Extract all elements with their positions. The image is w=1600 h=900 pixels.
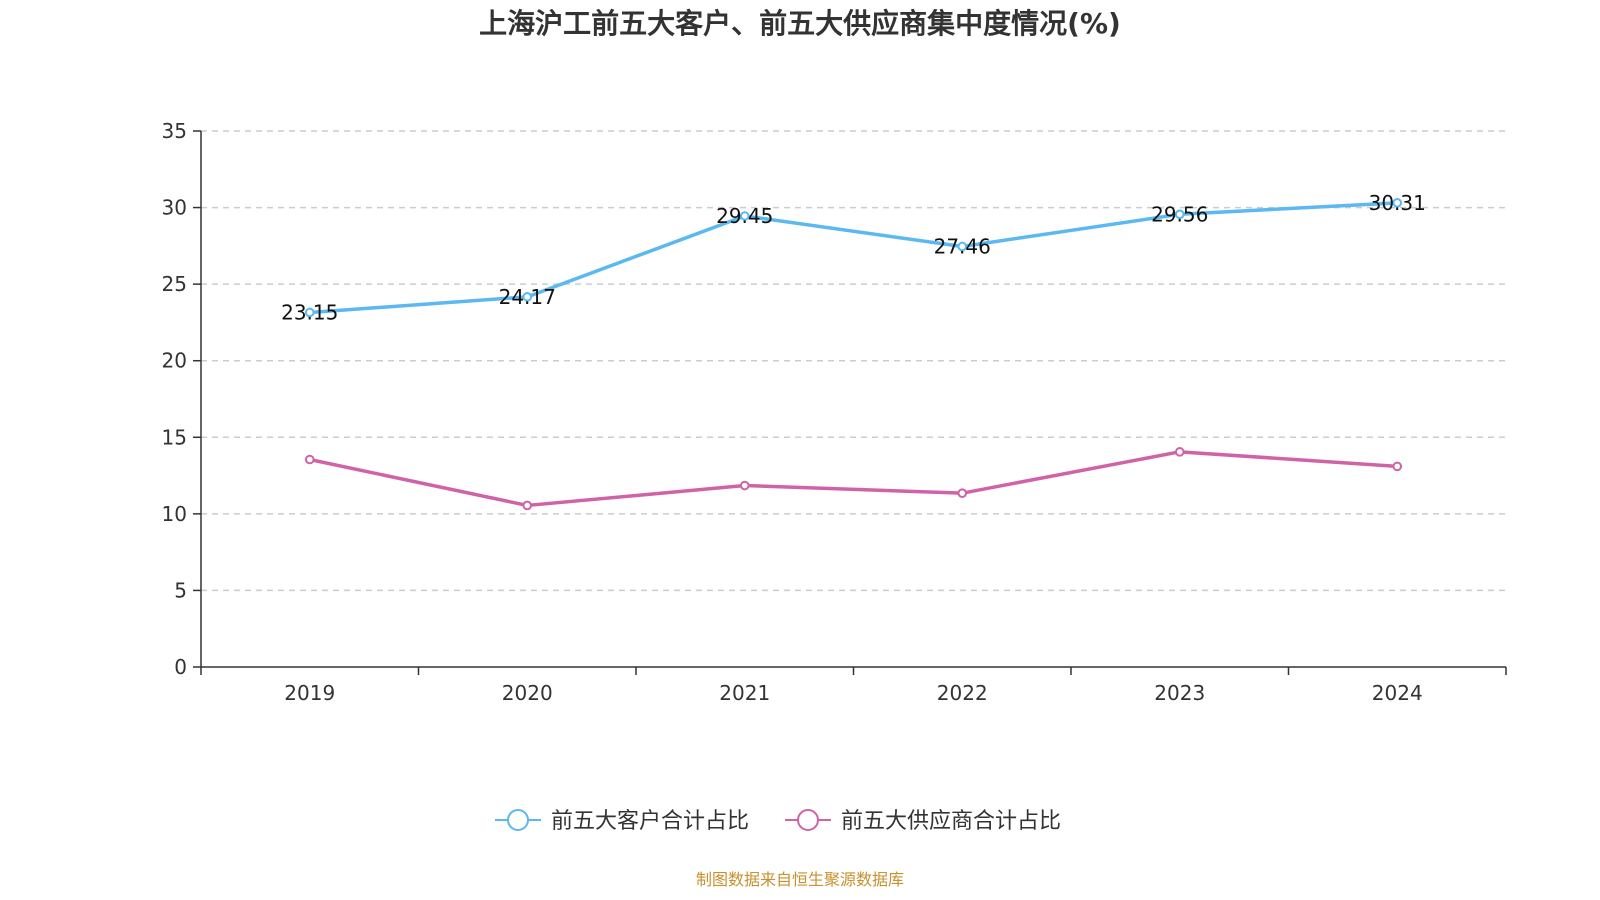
y-tick-label: 15 [162, 425, 187, 449]
y-tick-label: 35 [162, 119, 187, 143]
data-point[interactable] [1174, 209, 1185, 220]
source-note: 制图数据来自恒生聚源数据库 [696, 870, 904, 889]
data-point[interactable] [522, 292, 533, 302]
data-point[interactable] [304, 307, 315, 318]
chart-title: 上海沪工前五大客户、前五大供应商集中度情况(%) [479, 7, 1121, 40]
y-tick-label: 20 [162, 349, 187, 373]
data-point[interactable] [304, 454, 315, 465]
legend-label: 前五大客户合计占比 [551, 809, 749, 834]
legend[interactable]: 前五大客户合计占比 前五大供应商合计占比 [495, 809, 1061, 834]
legend-item-1[interactable]: 前五大供应商合计占比 [785, 809, 1061, 834]
data-point[interactable] [1392, 461, 1403, 472]
data-point[interactable] [739, 211, 750, 221]
data-point[interactable] [1392, 198, 1403, 208]
data-label: 24.17 [499, 285, 556, 309]
x-tick-label: 2021 [719, 681, 770, 705]
data-label: 23.15 [281, 300, 338, 324]
series-line-0 [309, 201, 1398, 315]
data-point[interactable] [957, 488, 968, 498]
x-tick-label: 2019 [284, 681, 335, 705]
series-lines [304, 198, 1403, 511]
data-labels: 23.15 24.17 29.45 27.46 29.56 30.31 [281, 191, 1426, 325]
y-tick-label: 25 [162, 272, 187, 296]
legend-label: 前五大供应商合计占比 [841, 809, 1061, 834]
y-tick-label: 10 [162, 502, 187, 526]
y-tick-label: 0 [174, 655, 187, 679]
legend-marker-icon [507, 809, 529, 831]
series-line-1 [309, 450, 1398, 508]
y-tick-label: 5 [174, 578, 187, 602]
axes: 0 5 10 15 20 25 30 35 2019 2020 2021 2022 2023 2024 [162, 119, 1507, 705]
x-tick-label: 2022 [937, 681, 988, 705]
legend-item-0[interactable]: 前五大客户合计占比 [495, 809, 749, 834]
data-point[interactable] [739, 480, 750, 491]
x-tick-label: 2023 [1154, 681, 1205, 705]
data-point[interactable] [522, 500, 533, 511]
data-label: 30.31 [1369, 191, 1426, 215]
x-tick-label: 2024 [1372, 681, 1423, 705]
data-label: 29.45 [716, 204, 773, 228]
y-tick-label: 30 [162, 196, 187, 220]
data-label: 29.56 [1151, 202, 1208, 226]
data-point[interactable] [957, 241, 968, 252]
legend-marker-icon [797, 809, 819, 831]
x-tick-label: 2020 [502, 681, 553, 705]
grid-lines [201, 130, 1506, 592]
data-label: 27.46 [934, 234, 991, 258]
data-point[interactable] [1174, 447, 1185, 457]
